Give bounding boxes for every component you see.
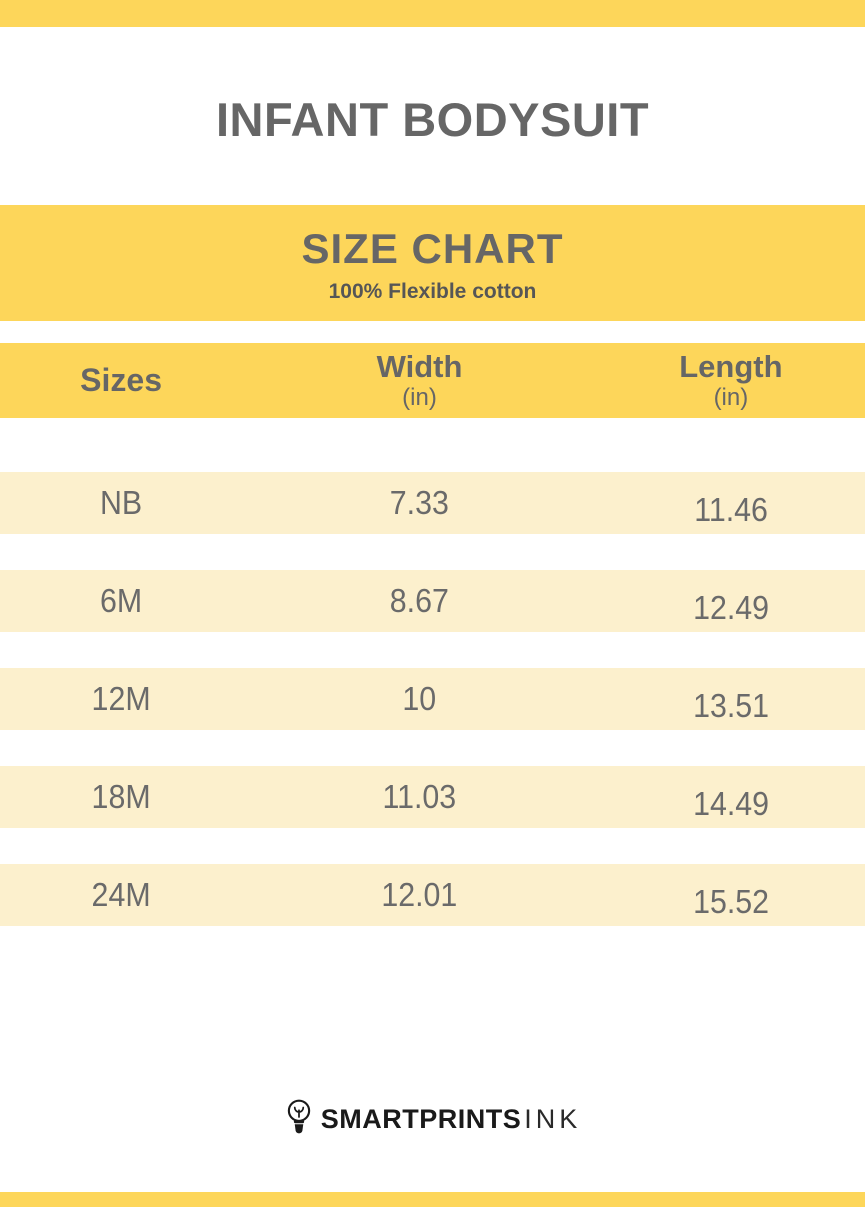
length-cell: 11.46 xyxy=(694,490,768,528)
table-row: 18M 11.03 14.49 xyxy=(0,766,865,828)
table-header-row: Sizes Width (in) Length (in) xyxy=(0,343,865,418)
column-header-length-unit: (in) xyxy=(713,383,749,411)
size-rows: NB 7.33 11.46 6M 8.67 12.49 12M 10 13.51… xyxy=(0,472,865,962)
brand-name-light: INK xyxy=(524,1104,582,1134)
table-row: NB 7.33 11.46 xyxy=(0,472,865,534)
length-cell: 15.52 xyxy=(692,882,769,920)
table-row: 12M 10 13.51 xyxy=(0,668,865,730)
size-cell: 6M xyxy=(100,582,143,619)
width-cell: 7.33 xyxy=(389,484,450,521)
table-row: 6M 8.67 12.49 xyxy=(0,570,865,632)
column-header-length: Length (in) xyxy=(597,348,865,412)
brand-logo: SMARTPRINTS INK xyxy=(0,1096,865,1143)
banner-subheading: 100% Flexible cotton xyxy=(328,279,537,303)
length-cell: 12.49 xyxy=(692,588,769,626)
width-cell: 10 xyxy=(402,680,437,717)
bottom-accent-bar xyxy=(0,1192,865,1207)
size-cell: 24M xyxy=(91,876,151,913)
width-cell: 11.03 xyxy=(382,778,457,815)
size-chart-banner: SIZE CHART 100% Flexible cotton xyxy=(0,205,865,321)
size-cell: NB xyxy=(100,484,143,521)
length-cell: 13.51 xyxy=(692,686,769,724)
column-header-width: Width (in) xyxy=(242,348,597,412)
column-header-width-label: Width xyxy=(376,348,463,384)
column-header-width-unit: (in) xyxy=(402,383,437,411)
width-cell: 8.67 xyxy=(389,582,450,619)
banner-heading: SIZE CHART xyxy=(301,224,564,272)
brand-wordmark: SMARTPRINTS INK xyxy=(321,1104,582,1135)
column-header-sizes: Sizes xyxy=(0,361,242,398)
column-header-sizes-label: Sizes xyxy=(80,361,162,398)
table-row: 24M 12.01 15.52 xyxy=(0,864,865,926)
page-title: INFANT BODYSUIT xyxy=(215,93,650,146)
size-cell: 12M xyxy=(91,680,151,717)
lightbulb-icon xyxy=(284,1098,314,1143)
length-cell: 14.49 xyxy=(692,784,769,822)
column-header-length-label: Length xyxy=(679,348,783,384)
size-cell: 18M xyxy=(91,778,151,815)
width-cell: 12.01 xyxy=(381,876,458,913)
brand-name-bold: SMARTPRINTS xyxy=(320,1104,522,1134)
top-accent-bar xyxy=(0,0,865,27)
